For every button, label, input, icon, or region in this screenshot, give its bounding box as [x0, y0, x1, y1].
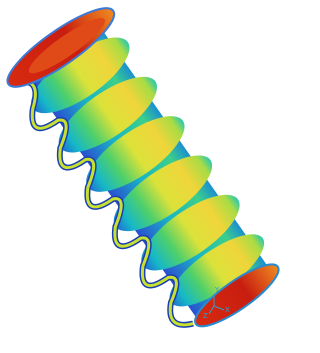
- triad-z-label: Z: [203, 312, 208, 320]
- page: Y X Z (() => { const data = JSON.parse(d…: [0, 0, 283, 349]
- bellows: [0, 0, 283, 346]
- triad-x-label: X: [225, 306, 230, 314]
- triad-y-label: Y: [214, 286, 220, 294]
- render-view: Y X Z: [0, 0, 283, 349]
